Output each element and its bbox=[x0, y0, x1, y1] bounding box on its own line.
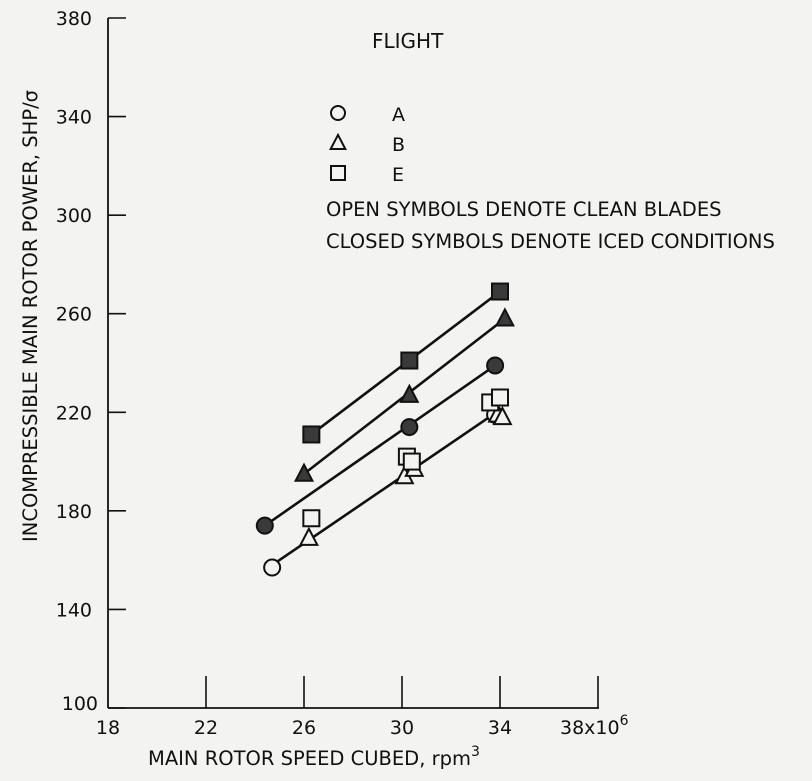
data-point-e-iced bbox=[491, 282, 509, 301]
data-point-e-clean bbox=[302, 509, 321, 528]
data-points bbox=[255, 282, 515, 577]
axes: 100 140 180 220 260 300 340 380 18 22 26 30 34 38x106 bbox=[56, 8, 629, 739]
data-point-b-iced bbox=[293, 462, 315, 482]
data-point-b-clean bbox=[492, 405, 513, 426]
x-axis-label: MAIN ROTOR SPEED CUBED, rpm3 bbox=[148, 744, 480, 770]
x-tick-label: 18 bbox=[96, 717, 120, 739]
legend-label-b: B bbox=[392, 134, 405, 156]
x-tick-label: 38x106 bbox=[560, 713, 629, 739]
legend-triangle-icon bbox=[329, 132, 347, 151]
y-tick-label: 140 bbox=[56, 599, 92, 621]
data-point-a-iced bbox=[400, 418, 419, 437]
x-tick-label: 34 bbox=[488, 717, 512, 739]
y-axis-label: INCOMPRESSIBLE MAIN ROTOR POWER, SHP/σ bbox=[19, 90, 42, 542]
legend-square-icon bbox=[330, 165, 346, 181]
legend: FLIGHT ABE OPEN SYMBOLS DENOTE CLEAN BLA… bbox=[326, 29, 775, 253]
legend-note-closed: CLOSED SYMBOLS DENOTE ICED CONDITIONS bbox=[326, 230, 775, 253]
x-axis-label-sup: 3 bbox=[471, 744, 480, 760]
x-tick-label-sup: 6 bbox=[620, 713, 629, 729]
y-tick-label: 340 bbox=[56, 107, 92, 129]
legend-title: FLIGHT bbox=[372, 29, 444, 53]
y-tick-label: 220 bbox=[56, 402, 92, 424]
data-point-a-clean bbox=[263, 558, 282, 577]
data-point-b-iced bbox=[399, 383, 420, 403]
x-axis-label-text: MAIN ROTOR SPEED CUBED, rpm bbox=[148, 747, 471, 770]
y-tick-label: 260 bbox=[56, 304, 92, 326]
x-tick-label: 26 bbox=[292, 717, 316, 739]
data-point-a-iced bbox=[255, 516, 274, 535]
y-tick-label: 300 bbox=[56, 205, 92, 227]
data-point-e-clean bbox=[402, 452, 421, 471]
data-point-b-iced bbox=[494, 307, 515, 327]
data-point-e-iced bbox=[400, 351, 419, 370]
x-tick-label: 22 bbox=[194, 717, 218, 739]
legend-note-open: OPEN SYMBOLS DENOTE CLEAN BLADES bbox=[326, 198, 722, 221]
data-point-e-iced bbox=[302, 425, 321, 444]
y-tick-label: 380 bbox=[56, 8, 92, 30]
y-tick-label: 180 bbox=[56, 501, 92, 523]
legend-label-a: A bbox=[392, 104, 405, 126]
fit-line bbox=[264, 364, 496, 527]
legend-label-e: E bbox=[392, 164, 404, 186]
data-point-a-iced bbox=[486, 356, 505, 375]
data-point-e-clean bbox=[491, 388, 509, 407]
x-tick-label: 30 bbox=[390, 717, 414, 739]
data-point-b-clean bbox=[298, 526, 319, 546]
legend-circle-icon bbox=[330, 105, 346, 121]
fit-lines bbox=[264, 290, 506, 567]
y-tick-label: 100 bbox=[62, 693, 98, 715]
